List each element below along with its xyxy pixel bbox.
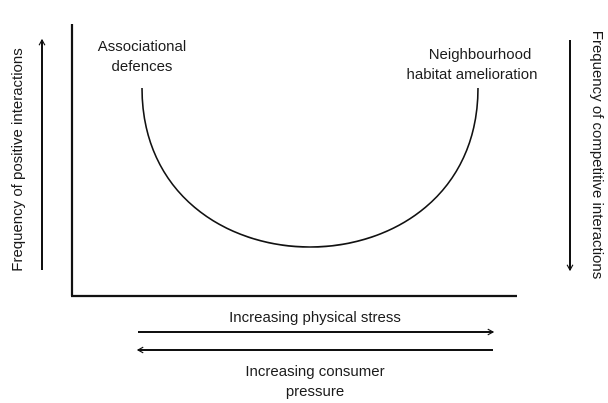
curve-label: Associational [98, 38, 186, 55]
curve [141, 87, 479, 248]
curve-label: Neighbourhood [429, 46, 532, 63]
left-axis-label: Frequency of positive interactions [9, 48, 26, 271]
arrow-label: Increasing consumer [245, 363, 384, 380]
right-axis-label: Frequency of competitive interactions [589, 31, 606, 279]
arrow-label: Increasing physical stress [229, 309, 401, 326]
arrow-label: pressure [286, 383, 344, 400]
curve-label: habitat amelioration [407, 66, 538, 83]
curve-label: defences [112, 58, 173, 75]
